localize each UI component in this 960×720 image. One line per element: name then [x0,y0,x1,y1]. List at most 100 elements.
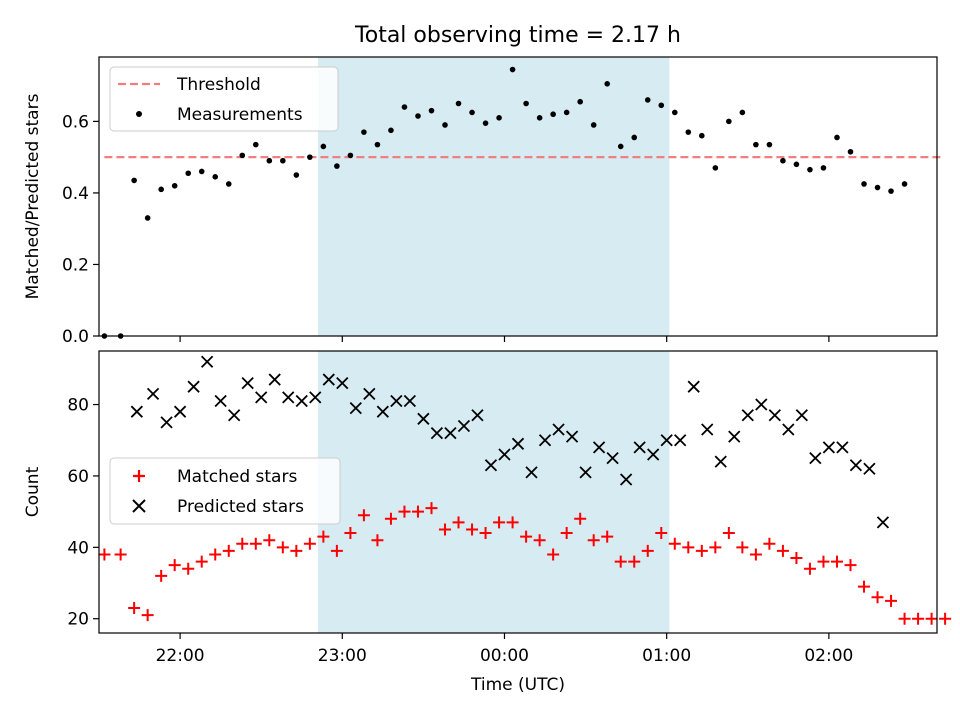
matched-star-point [263,534,276,547]
predicted-star-point [146,387,160,400]
y-tick-label: 0.4 [62,184,89,204]
matched-star-point [722,527,735,540]
measurement-point [455,100,462,107]
matched-star-point [560,527,573,540]
measurement-point [482,120,489,126]
predicted-star-point [606,451,619,465]
matched-star-point [195,555,208,568]
matched-star-point [344,527,357,540]
measurement-point [225,181,232,187]
matched-star-point [493,516,506,529]
predicted-star-point [322,373,335,386]
ratio-x-ticks [179,336,830,342]
matched-star-point [749,548,762,561]
predicted-star-point [376,405,389,418]
measurement-point [766,141,773,148]
measurement-point [158,186,164,193]
matched-star-point [114,548,127,561]
predicted-star-point [130,405,143,418]
measurement-point [658,102,665,109]
measurement-point [644,97,651,103]
matched-star-point [709,541,722,554]
measurement-point [388,127,394,134]
predicted-star-point [714,455,727,468]
measurement-point [861,181,867,187]
measurement-point [712,165,719,171]
matched-star-point [222,544,235,557]
matched-star-point [141,609,154,622]
x-tick-label: 02:00 [804,646,853,666]
measurement-points [101,66,908,339]
matched-star-point [587,534,600,547]
predicted-star-point [390,394,403,408]
measurement-point [834,134,840,141]
measurement-point [617,143,624,150]
matched-star-point [736,541,749,554]
measurement-point [442,122,448,128]
predicted-star-point [498,448,511,461]
count-y-axis-label: Count [23,466,43,517]
predicted-star-point [863,462,876,475]
measurement-point [185,170,192,177]
count-legend: Matched stars Predicted stars [109,457,341,525]
predicted-star-point [228,409,241,422]
y-tick-label: 0.0 [62,327,89,347]
predicted-star-point [309,391,322,404]
matched-star-point [655,527,668,540]
predicted-star-point [173,405,187,418]
predicted-star-point [349,401,362,415]
count-panel-frame [98,350,938,634]
predicted-star-point [268,373,281,386]
matched-star-point [357,509,370,522]
measurement-point [820,165,827,171]
observing-window-shade [317,351,670,633]
predicted-star-point [687,380,700,393]
matched-star-point [236,537,249,550]
x-tick-label: 00:00 [480,646,529,666]
matched-star-point [303,537,316,550]
matched-star-point [411,505,424,518]
measurement-point [780,157,786,164]
predicted-star-point [200,355,214,368]
matched-star-point [628,555,641,568]
predicted-star-point [728,430,741,443]
predicted-star-point [457,419,471,433]
measurement-point [550,111,556,118]
predicted-star-point [822,441,836,454]
predicted-star-point [484,459,498,472]
predicted-star-point [511,437,525,450]
matched-star-point [533,534,546,547]
predicted-star-point [160,416,173,429]
predicted-star-point [647,448,660,461]
predicted-star-point [755,398,768,411]
predicted-star-point [836,441,849,454]
matched-star-point [695,544,708,557]
measurement-point [901,181,908,187]
matched-star-point [520,530,533,543]
measurement-point [590,122,597,128]
predicted-star-point [674,434,687,447]
legend-measurements-swatch [136,111,142,117]
matched-star-point [98,548,111,561]
observing-window-shade [317,57,670,336]
measurement-point [807,166,813,173]
matched-star-point [776,544,789,557]
x-tick-label: 01:00 [642,646,691,666]
measurement-point [509,66,516,73]
measurement-point [428,107,435,114]
measurement-point [266,157,273,164]
matched-star-point [614,555,627,568]
measurement-point [198,168,205,175]
matched-star-point [249,537,262,550]
legend-measurements-label: Measurements [177,105,303,125]
legend-matched-label: Matched stars [177,467,297,487]
measurement-point [631,134,638,141]
measurement-point [604,81,611,87]
ratio-legend-box [109,66,339,132]
ratio-y-ticks: 0.0 0.2 0.4 0.6 [62,112,99,347]
measurement-point [144,215,151,221]
matched-star-point [885,594,898,607]
matched-star-point [330,544,343,557]
measurement-point [726,118,732,125]
y-tick-label: 20 [67,610,89,630]
